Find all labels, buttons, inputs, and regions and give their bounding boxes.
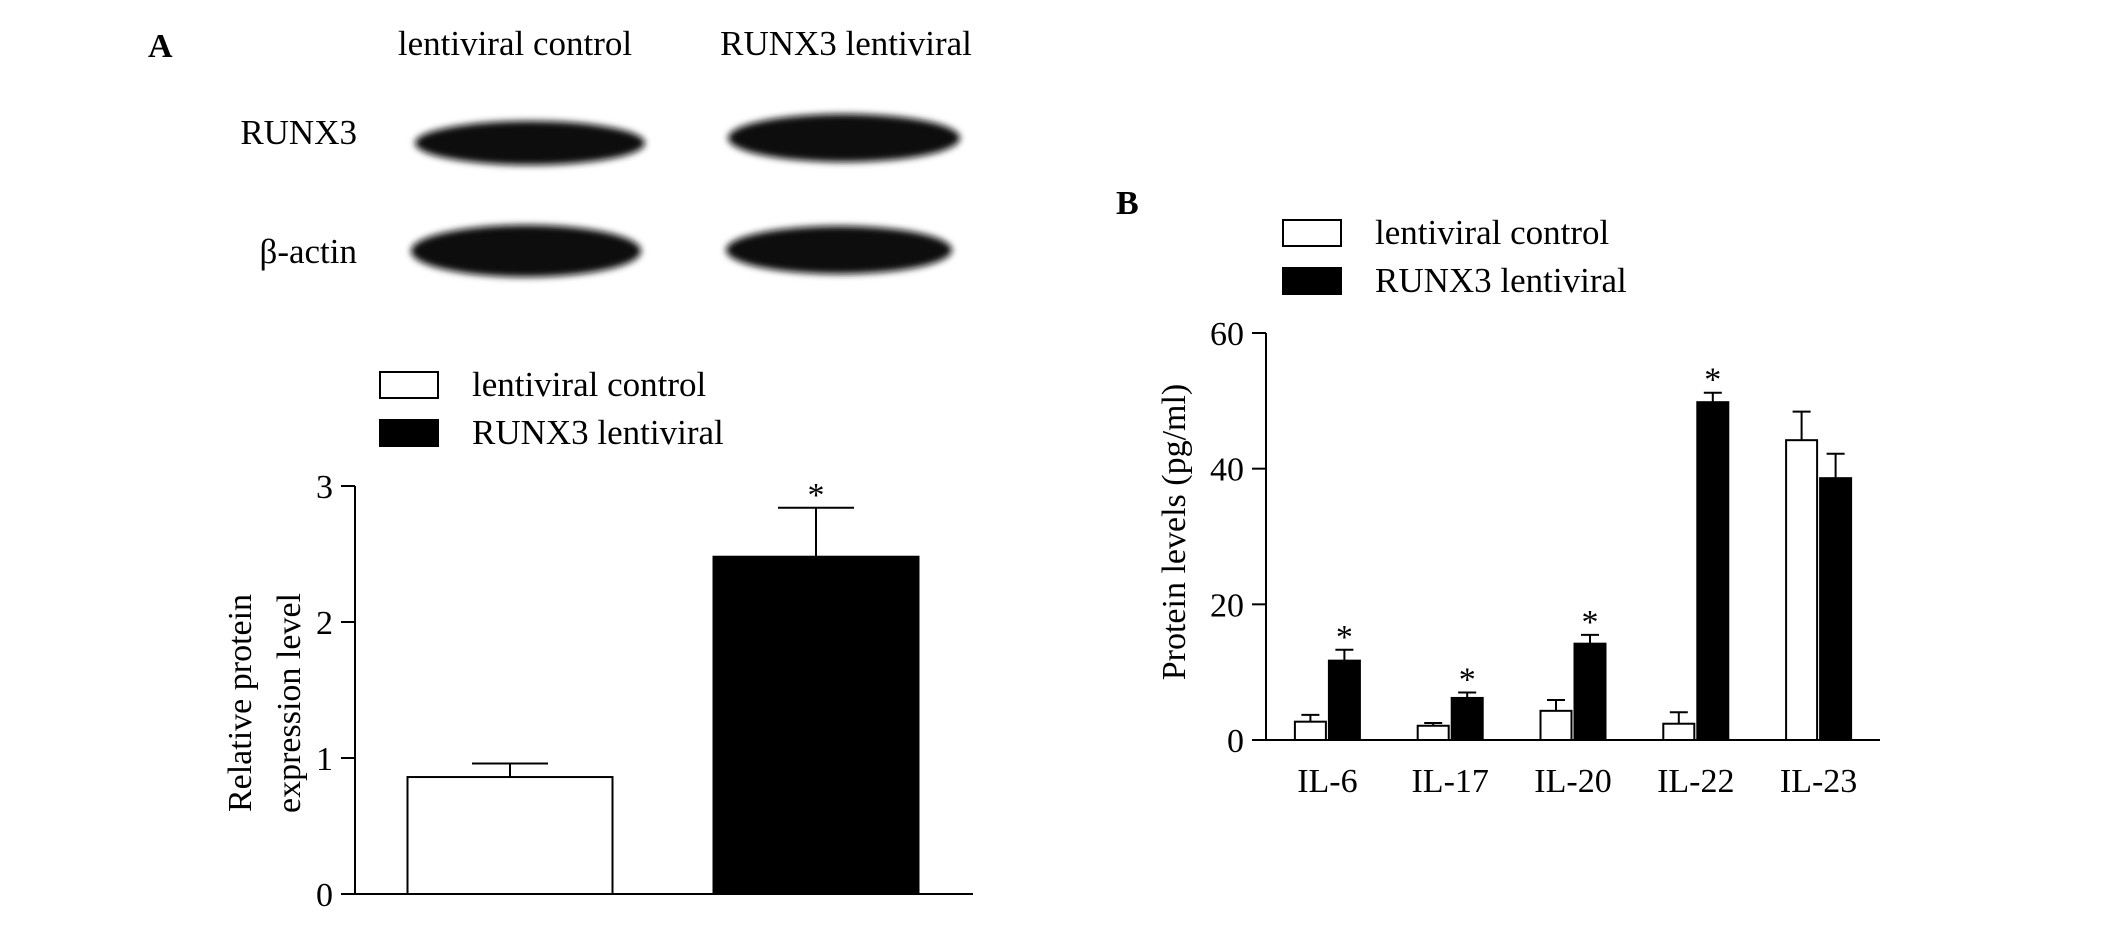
chart-b: lentiviral control RUNX3 lentiviral Prot… [1156, 213, 1880, 800]
chart-b-ytick-label: 60 [1210, 316, 1244, 353]
chart-b-bar [1416, 724, 1450, 742]
legend-label-runx3: RUNX3 lentiviral [472, 413, 724, 452]
legend-swatch-runx3 [1282, 267, 1342, 295]
chart-b-ytick-label: 40 [1210, 452, 1244, 489]
chart-a-ytick-label: 2 [316, 605, 333, 642]
blot-band-runx3-runx3 [728, 114, 960, 162]
chart-b-bar [1327, 659, 1361, 742]
chart-b-bar [1696, 401, 1730, 741]
chart-b-significance-marker: * [1582, 604, 1599, 641]
chart-b-category-label: IL-23 [1780, 763, 1857, 800]
chart-b-bar [1662, 722, 1696, 741]
chart-a-bar [406, 776, 614, 895]
chart-b-ylabel: Protein levels (pg/ml) [1156, 384, 1193, 681]
blot-band-runx3-control [415, 121, 645, 165]
panel-a-label: A [148, 28, 173, 65]
blot-row-label-runx3: RUNX3 [240, 113, 357, 152]
chart-a-bar [712, 555, 920, 895]
legend-label-control: lentiviral control [472, 365, 707, 404]
chart-b-category-label: IL-22 [1657, 763, 1734, 800]
chart-b-category-label: IL-6 [1297, 763, 1357, 800]
chart-a: lentiviral control RUNX3 lentiviral Rela… [222, 365, 973, 914]
legend-swatch-runx3 [379, 419, 439, 447]
chart-b-significance-marker: * [1459, 662, 1476, 699]
chart-b-legend: lentiviral control RUNX3 lentiviral [1282, 213, 1627, 300]
western-blot: lentiviral control RUNX3 lentiviral RUNX… [240, 24, 972, 277]
legend-label-runx3: RUNX3 lentiviral [1375, 261, 1627, 300]
legend-swatch-control [1282, 219, 1342, 247]
chart-a-legend: lentiviral control RUNX3 lentiviral [379, 365, 724, 452]
blot-band-actin-control [411, 225, 641, 277]
chart-b-ytick-label: 0 [1227, 723, 1244, 760]
chart-b-bar [1293, 720, 1327, 741]
legend-label-control: lentiviral control [1375, 213, 1610, 252]
chart-b-bar [1573, 642, 1607, 742]
chart-b-significance-marker: * [1704, 362, 1721, 399]
blot-lane-label-control: lentiviral control [398, 24, 633, 63]
chart-a-ylabel-line1: Relative protein [222, 594, 259, 812]
blot-row-label-actin: β-actin [260, 232, 357, 271]
chart-b-bar [1450, 696, 1484, 742]
chart-b-category-label: IL-20 [1534, 763, 1611, 800]
panel-b-label: B [1116, 185, 1139, 222]
chart-b-ytick-label: 20 [1210, 587, 1244, 624]
blot-lane-label-runx3: RUNX3 lentiviral [720, 24, 972, 63]
chart-a-significance-marker: * [808, 477, 825, 514]
chart-b-category-label: IL-17 [1411, 763, 1488, 800]
chart-a-ytick-label: 0 [316, 877, 333, 914]
chart-a-ytick-label: 1 [316, 741, 333, 778]
chart-b-bar [1539, 709, 1573, 741]
chart-b-significance-marker: * [1336, 619, 1353, 656]
chart-b-bar [1819, 477, 1853, 741]
legend-swatch-control [379, 371, 439, 399]
chart-a-ylabel-line2: expression level [271, 593, 308, 813]
chart-b-bar [1785, 439, 1819, 741]
blot-band-actin-runx3 [726, 226, 952, 274]
chart-a-ytick-label: 3 [316, 469, 333, 506]
